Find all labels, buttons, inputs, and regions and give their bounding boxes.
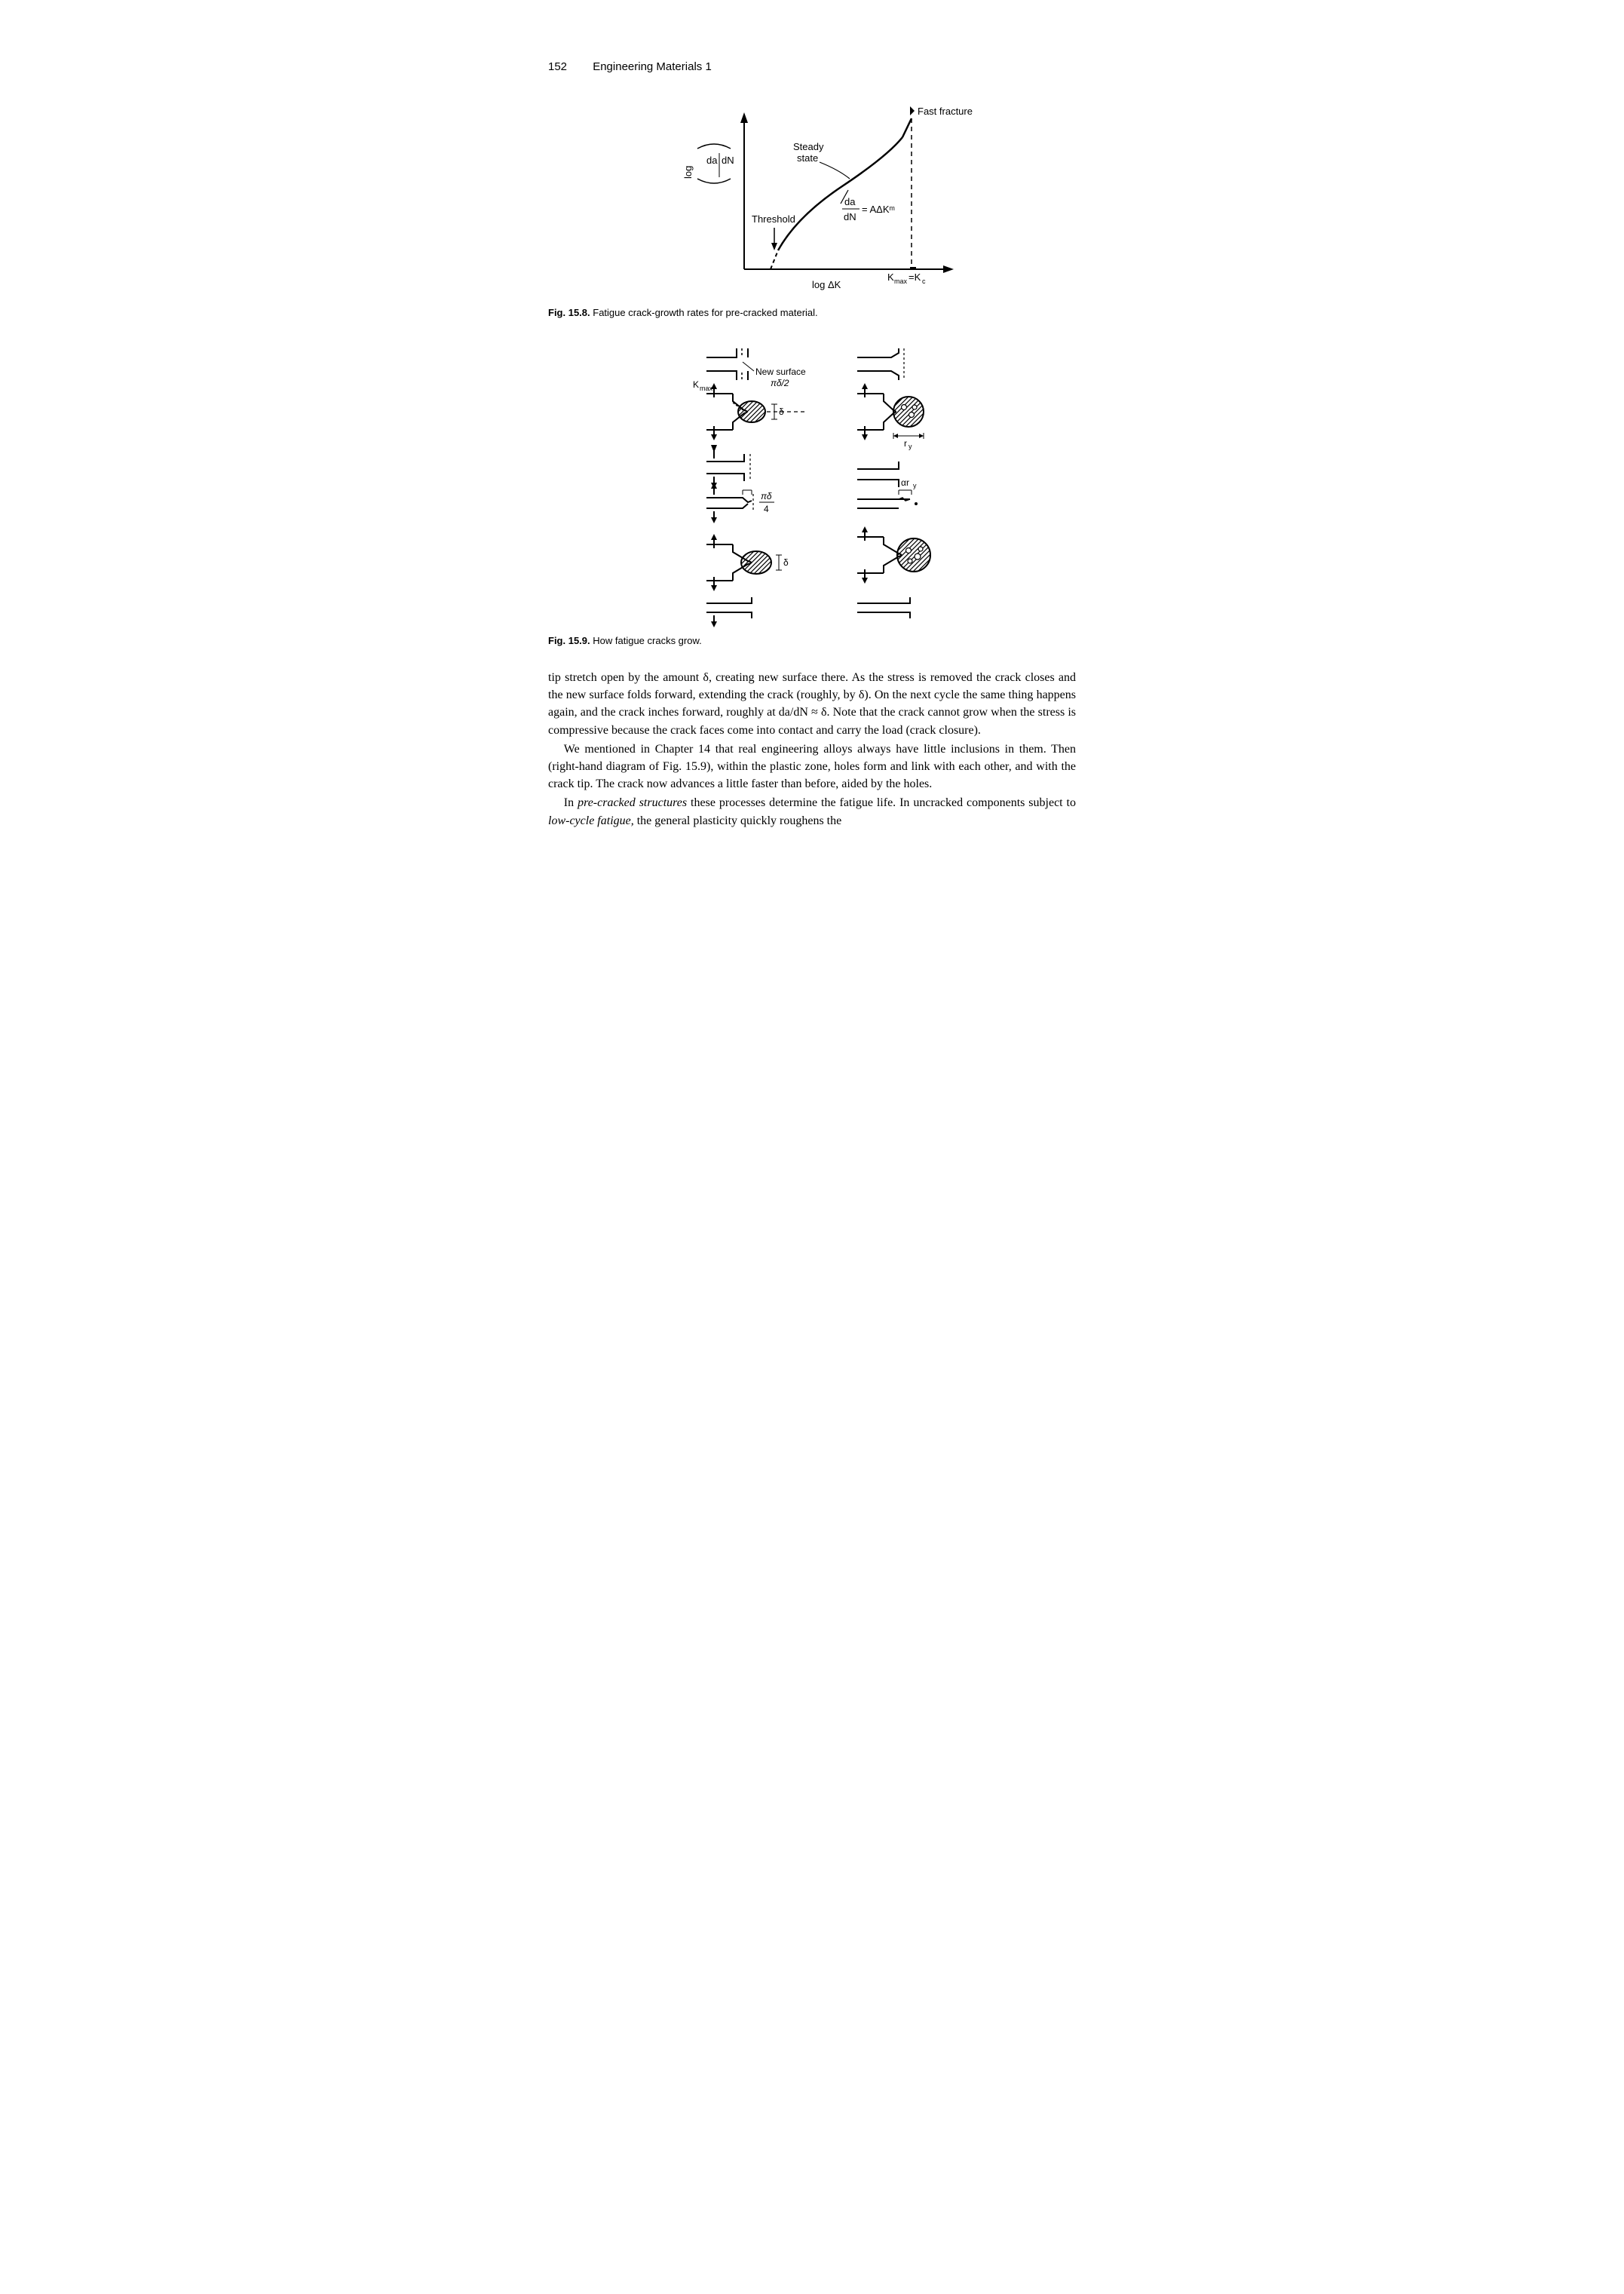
fig-caption-text: How fatigue cracks grow.: [590, 635, 702, 646]
book-title: Engineering Materials 1: [593, 60, 712, 73]
figure-15-8-caption: Fig. 15.8. Fatigue crack-growth rates fo…: [548, 307, 1076, 318]
para-1: tip stretch open by the amount δ, creati…: [548, 669, 1076, 739]
svg-text:δ: δ: [783, 557, 789, 568]
fast-fracture-label: Fast fracture: [918, 106, 973, 117]
svg-text:max: max: [894, 278, 908, 285]
svg-text:max: max: [700, 385, 713, 392]
figure-15-9: K max New surface πδ/2: [548, 341, 1076, 627]
fig-15-8-svg: da dN log Fast fracture Stead: [646, 103, 978, 299]
svg-text:4: 4: [764, 504, 769, 514]
steady-label: Steady: [793, 141, 824, 152]
para-3: In pre-cracked structures these processe…: [548, 794, 1076, 829]
svg-text:πδ: πδ: [761, 491, 772, 501]
threshold-label: Threshold: [752, 213, 795, 225]
svg-text:αr: αr: [901, 477, 909, 488]
fig-caption-text: Fatigue crack-growth rates for pre-crack…: [590, 307, 818, 318]
svg-text:dN: dN: [844, 211, 856, 222]
para-2: We mentioned in Chapter 14 that real eng…: [548, 741, 1076, 793]
figure-15-8: da dN log Fast fracture Stead: [548, 103, 1076, 299]
figure-15-9-caption: Fig. 15.9. How fatigue cracks grow.: [548, 635, 1076, 646]
para-3-italic-1: pre-cracked structures: [578, 796, 687, 809]
svg-text:da: da: [844, 196, 856, 207]
body-text: tip stretch open by the amount δ, creati…: [548, 669, 1076, 830]
svg-text:= AΔKᵐ: = AΔKᵐ: [862, 204, 895, 215]
svg-text:=K: =K: [909, 271, 921, 283]
svg-text:y: y: [913, 482, 917, 489]
svg-text:r: r: [904, 438, 907, 449]
page-header: 152 Engineering Materials 1: [548, 60, 1076, 73]
svg-text:da: da: [706, 155, 718, 166]
page-number: 152: [548, 60, 567, 73]
fig-caption-bold: Fig. 15.8.: [548, 307, 590, 318]
svg-text:log: log: [682, 166, 694, 179]
svg-text:y: y: [909, 443, 912, 450]
page: 152 Engineering Materials 1 da dN log: [473, 0, 1151, 891]
para-3c: the general plasticity quickly roughens …: [634, 814, 841, 827]
svg-text:K: K: [693, 379, 699, 390]
svg-text:dN: dN: [722, 155, 734, 166]
svg-text:πδ/2: πδ/2: [771, 378, 789, 388]
svg-text:New surface: New surface: [755, 366, 806, 377]
para-3a: In: [564, 796, 578, 809]
svg-text:K: K: [887, 271, 894, 283]
x-axis-label: log ΔK: [812, 279, 841, 290]
fig-15-9-svg: K max New surface πδ/2: [646, 341, 978, 627]
fig-caption-bold: Fig. 15.9.: [548, 635, 590, 646]
para-3b: these processes determine the fatigue li…: [687, 796, 1076, 809]
svg-text:state: state: [797, 152, 818, 164]
para-3-italic-2: low-cycle fatigue,: [548, 814, 634, 827]
svg-text:c: c: [922, 278, 926, 285]
